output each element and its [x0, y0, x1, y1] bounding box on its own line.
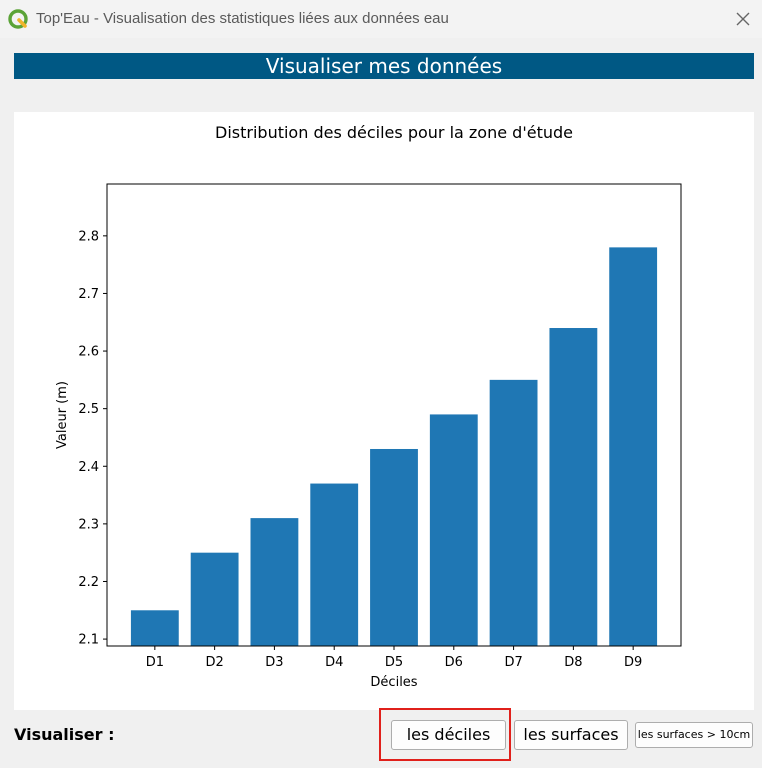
y-tick-label: 2.4: [78, 460, 99, 475]
x-tick-label: D9: [624, 655, 642, 670]
y-tick-label: 2.7: [78, 287, 99, 302]
x-tick-label: D8: [564, 655, 582, 670]
visualiser-label: Visualiser :: [14, 725, 115, 744]
close-icon[interactable]: [732, 8, 754, 30]
y-axis-label: Valeur (m): [55, 381, 70, 449]
window-title: Top'Eau - Visualisation des statistiques…: [36, 10, 449, 27]
y-tick-label: 2.3: [78, 517, 99, 532]
x-tick-label: D7: [504, 655, 522, 670]
bar-d4: [310, 483, 359, 646]
selection-highlight: [379, 708, 511, 761]
bar-d8: [549, 328, 598, 646]
y-tick-label: 2.2: [78, 575, 99, 590]
x-tick-label: D4: [325, 655, 343, 670]
y-tick-label: 2.6: [78, 345, 99, 360]
x-tick-label: D5: [385, 655, 403, 670]
qgis-logo-icon: [8, 9, 28, 29]
bar-d9: [609, 247, 658, 646]
bar-d7: [489, 379, 538, 646]
y-tick-label: 2.8: [78, 229, 99, 244]
chart-panel: Distribution des déciles pour la zone d'…: [14, 112, 754, 710]
section-banner: Visualiser mes données: [14, 53, 754, 79]
surfaces-button[interactable]: les surfaces: [514, 720, 628, 750]
x-tick-label: D6: [445, 655, 463, 670]
x-tick-label: D1: [146, 655, 164, 670]
bar-d5: [370, 448, 418, 646]
x-tick-label: D2: [205, 655, 223, 670]
chart-title: Distribution des déciles pour la zone d'…: [215, 123, 573, 142]
bar-d3: [250, 518, 299, 646]
y-tick-label: 2.1: [78, 633, 99, 648]
bar-d2: [190, 552, 239, 646]
decile-bar-chart: Distribution des déciles pour la zone d'…: [55, 123, 682, 690]
bar-d1: [130, 610, 179, 646]
title-bar: Top'Eau - Visualisation des statistiques…: [0, 0, 762, 38]
y-tick-label: 2.5: [78, 402, 99, 417]
x-tick-label: D3: [265, 655, 283, 670]
x-axis-label: Déciles: [370, 675, 417, 690]
bar-d6: [429, 414, 478, 646]
deciles-button[interactable]: les déciles: [391, 720, 506, 750]
surfaces-10cm-button[interactable]: les surfaces > 10cm: [635, 722, 753, 748]
